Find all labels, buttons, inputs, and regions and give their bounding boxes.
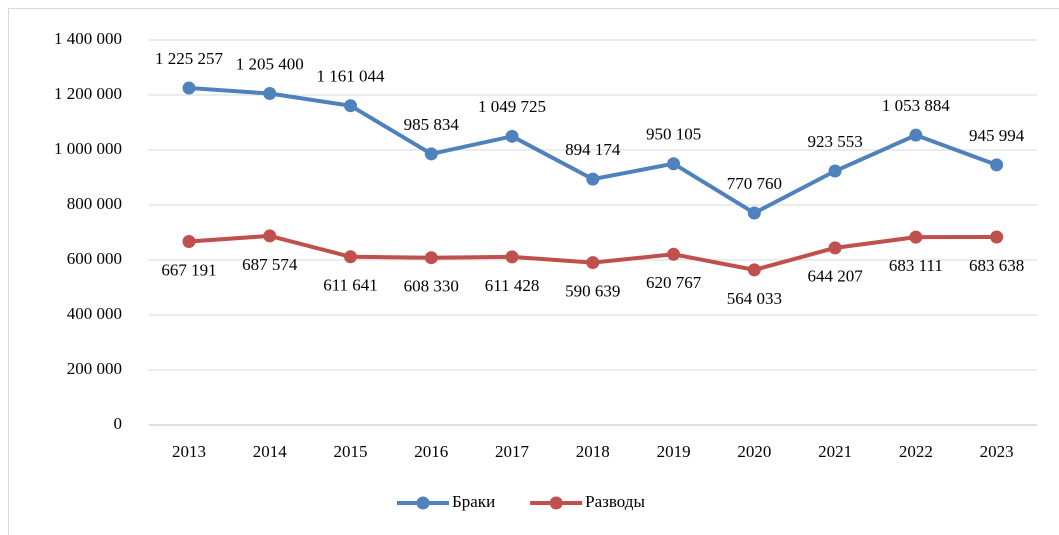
x-tick-label: 2014 [253, 442, 288, 461]
y-tick-label: 200 000 [67, 359, 122, 378]
data-point [747, 206, 761, 220]
x-tick-label: 2023 [980, 442, 1014, 461]
legend-label: Браки [452, 492, 495, 511]
y-tick-label: 0 [114, 414, 123, 433]
y-tick-label: 600 000 [67, 249, 122, 268]
data-point [990, 158, 1004, 172]
legend-marker [416, 496, 430, 510]
data-point [909, 128, 923, 142]
data-point [182, 81, 196, 95]
data-label: 620 767 [646, 273, 702, 292]
data-label: 950 105 [646, 125, 701, 144]
data-label: 687 574 [242, 255, 298, 274]
data-point [263, 229, 277, 243]
data-point [586, 256, 600, 270]
data-point [990, 230, 1004, 244]
data-label: 770 760 [727, 174, 782, 193]
data-label: 611 428 [485, 276, 540, 295]
data-point [263, 87, 277, 101]
data-point [909, 230, 923, 244]
data-label: 1 225 257 [155, 49, 224, 68]
x-tick-label: 2021 [818, 442, 852, 461]
data-label: 667 191 [161, 260, 216, 279]
x-tick-label: 2018 [576, 442, 610, 461]
y-tick-label: 400 000 [67, 304, 122, 323]
x-tick-label: 2020 [737, 442, 771, 461]
legend-label: Разводы [585, 492, 645, 511]
data-label: 945 994 [969, 126, 1025, 145]
data-label: 590 639 [565, 281, 620, 300]
x-tick-label: 2019 [657, 442, 691, 461]
data-label: 683 638 [969, 256, 1024, 275]
y-tick-label: 800 000 [67, 194, 122, 213]
data-point [667, 157, 681, 171]
data-point [586, 172, 600, 186]
y-tick-label: 1 400 000 [54, 29, 122, 48]
data-label: 1 205 400 [236, 54, 304, 73]
data-label: 1 049 725 [478, 97, 546, 116]
data-point [667, 247, 681, 261]
x-tick-label: 2016 [414, 442, 448, 461]
data-point [828, 241, 842, 255]
data-label: 611 641 [323, 276, 378, 295]
data-label: 644 207 [807, 267, 863, 286]
data-point [828, 164, 842, 178]
x-tick-label: 2015 [334, 442, 368, 461]
data-point [505, 129, 519, 143]
data-point [747, 263, 761, 277]
y-tick-label: 1 000 000 [54, 139, 122, 158]
data-label: 608 330 [404, 277, 459, 296]
x-tick-label: 2022 [899, 442, 933, 461]
x-tick-label: 2017 [495, 442, 530, 461]
data-label: 564 033 [727, 289, 782, 308]
data-label: 985 834 [404, 115, 460, 134]
data-point [424, 147, 438, 161]
data-label: 683 111 [889, 256, 943, 275]
chart-border [8, 8, 1059, 535]
data-label: 894 174 [565, 140, 621, 159]
data-label: 1 161 044 [317, 67, 386, 86]
data-point [505, 250, 519, 264]
data-point [344, 99, 358, 113]
data-point [424, 251, 438, 265]
y-tick-label: 1 200 000 [54, 84, 122, 103]
legend-marker [549, 496, 563, 510]
data-point [182, 235, 196, 249]
data-point [344, 250, 358, 264]
data-label: 923 553 [807, 132, 862, 151]
data-label: 1 053 884 [882, 96, 951, 115]
x-tick-label: 2013 [172, 442, 206, 461]
